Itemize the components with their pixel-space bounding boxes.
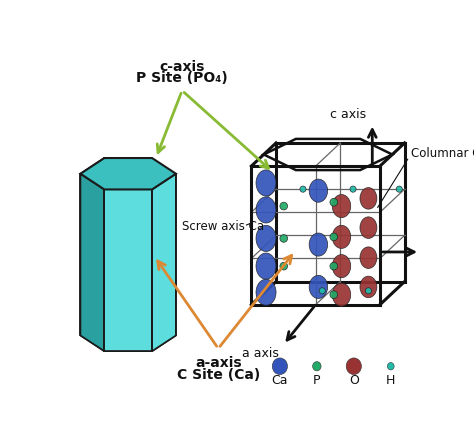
Ellipse shape: [280, 262, 288, 270]
Ellipse shape: [319, 288, 325, 294]
Text: P Site (PO₄): P Site (PO₄): [136, 71, 228, 85]
Ellipse shape: [256, 197, 276, 223]
Ellipse shape: [300, 186, 306, 192]
Polygon shape: [104, 190, 152, 351]
Ellipse shape: [256, 253, 276, 279]
Ellipse shape: [332, 283, 351, 306]
Ellipse shape: [330, 198, 337, 206]
Ellipse shape: [330, 291, 337, 299]
Text: a-axis: a-axis: [195, 356, 242, 370]
Ellipse shape: [350, 186, 356, 192]
Text: Screw axis Ca: Screw axis Ca: [182, 220, 264, 233]
Ellipse shape: [256, 225, 276, 252]
Text: H: H: [386, 374, 395, 387]
Text: a axis: a axis: [242, 347, 279, 360]
Text: c-axis: c-axis: [159, 60, 205, 74]
Ellipse shape: [360, 187, 377, 209]
Text: c axis: c axis: [330, 108, 366, 122]
Ellipse shape: [332, 194, 351, 217]
Ellipse shape: [360, 217, 377, 238]
Text: P: P: [313, 374, 320, 387]
Ellipse shape: [309, 179, 328, 202]
Ellipse shape: [313, 362, 321, 371]
Text: O: O: [349, 374, 359, 387]
Ellipse shape: [387, 362, 394, 370]
Ellipse shape: [396, 186, 402, 192]
Text: Columnar Ca: Columnar Ca: [411, 147, 474, 160]
Ellipse shape: [280, 202, 288, 210]
Polygon shape: [81, 158, 176, 190]
Ellipse shape: [256, 279, 276, 306]
Ellipse shape: [280, 234, 288, 242]
Polygon shape: [81, 174, 104, 351]
Ellipse shape: [256, 170, 276, 196]
Ellipse shape: [332, 225, 351, 248]
Ellipse shape: [346, 358, 362, 375]
Polygon shape: [152, 174, 176, 351]
Ellipse shape: [309, 233, 328, 256]
Ellipse shape: [360, 276, 377, 298]
Ellipse shape: [360, 247, 377, 269]
Ellipse shape: [330, 233, 337, 241]
Text: C Site (Ca): C Site (Ca): [177, 368, 260, 382]
Ellipse shape: [365, 288, 372, 294]
Ellipse shape: [309, 276, 328, 299]
Polygon shape: [81, 158, 104, 335]
Ellipse shape: [330, 262, 337, 270]
Ellipse shape: [272, 358, 288, 375]
Text: Ca: Ca: [272, 374, 288, 387]
Ellipse shape: [332, 255, 351, 278]
